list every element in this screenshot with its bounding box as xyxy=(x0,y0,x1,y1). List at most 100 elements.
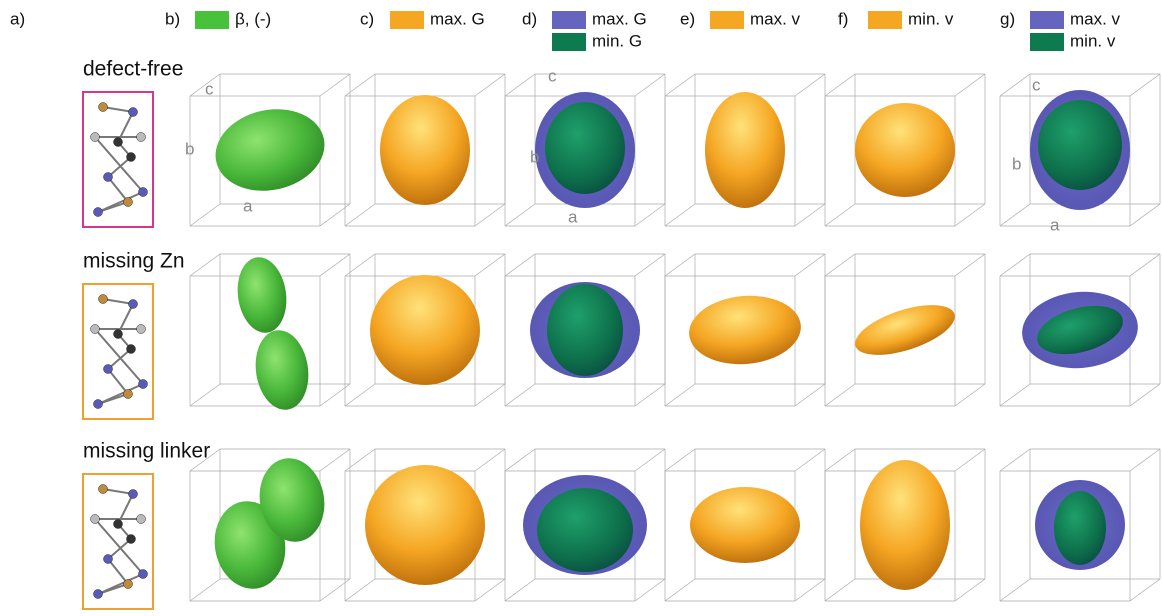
atom xyxy=(113,137,123,147)
legend-label: max. G xyxy=(592,9,647,28)
axis-label: c xyxy=(205,79,214,98)
legend-swatch xyxy=(552,11,586,29)
cube-edge xyxy=(319,253,351,277)
atom xyxy=(98,484,108,494)
legend-swatch xyxy=(1030,33,1064,51)
structure-frame xyxy=(82,473,154,610)
cube-edge xyxy=(999,448,1031,472)
axis-label: b xyxy=(530,147,539,166)
legend-swatch xyxy=(868,11,902,29)
bond xyxy=(107,176,129,203)
cube-edge xyxy=(664,253,696,277)
cube-edge xyxy=(664,73,696,97)
cube-edge xyxy=(824,448,856,472)
cube-edge xyxy=(189,448,221,472)
bond xyxy=(102,106,134,113)
surface xyxy=(689,295,801,365)
cube-edge xyxy=(954,203,986,227)
bond xyxy=(107,156,132,178)
cube-edge xyxy=(1129,383,1161,407)
cube-edge xyxy=(664,203,696,227)
legend-label: max. v xyxy=(750,9,801,28)
bond xyxy=(107,348,132,370)
legend-swatch xyxy=(390,11,424,29)
cube-edge xyxy=(504,253,536,277)
cube-edge xyxy=(999,253,1031,277)
legend-label: min. v xyxy=(908,9,954,28)
axis-label: b xyxy=(185,139,194,158)
surface xyxy=(1054,491,1106,565)
cube-edge xyxy=(954,253,986,277)
cube-edge xyxy=(474,448,506,472)
legend-label: min. G xyxy=(592,31,642,50)
cube-edge xyxy=(794,383,826,407)
atom xyxy=(113,329,123,339)
cube-edge xyxy=(1129,203,1161,227)
legend-swatch xyxy=(195,11,229,29)
bond xyxy=(97,573,144,595)
atom xyxy=(103,554,113,564)
cube-edge xyxy=(824,203,856,227)
cube-edge xyxy=(189,253,221,277)
cube-edge xyxy=(999,73,1031,97)
atom xyxy=(138,569,148,579)
bond xyxy=(107,538,132,560)
cube-edge xyxy=(474,73,506,97)
cube-edge xyxy=(1129,448,1161,472)
cube-edge xyxy=(634,253,666,277)
bond xyxy=(94,136,144,193)
cube-edge xyxy=(189,383,221,407)
cube-edge xyxy=(344,578,376,602)
cube-edge xyxy=(344,253,376,277)
cube-edge xyxy=(1129,253,1161,277)
surface xyxy=(255,330,309,410)
cube-edge xyxy=(794,578,826,602)
cube-edge xyxy=(344,73,376,97)
cube-edge xyxy=(504,73,536,97)
figure-content: a) b) β, (-) c) max. G d) max. G min. G e) max. v… xyxy=(10,9,1161,610)
bond xyxy=(107,368,129,395)
panel-label: c) xyxy=(360,9,374,28)
cube-edge xyxy=(344,448,376,472)
atom xyxy=(126,534,136,544)
cube-edge xyxy=(954,578,986,602)
surface xyxy=(365,465,485,585)
cube-edge xyxy=(664,448,696,472)
atom xyxy=(136,132,146,142)
cube-edge xyxy=(319,383,351,407)
atom xyxy=(136,514,146,524)
cube-edge xyxy=(319,448,351,472)
cube-edge xyxy=(794,253,826,277)
axis-label: c xyxy=(548,66,557,85)
cube-edge xyxy=(474,203,506,227)
cube-edge xyxy=(664,383,696,407)
cube-edge xyxy=(824,73,856,97)
bond xyxy=(102,298,134,305)
legend-label: max. v xyxy=(1070,9,1121,28)
atom xyxy=(113,519,123,529)
surface xyxy=(259,458,325,542)
bond xyxy=(107,558,129,585)
cube-edge xyxy=(999,383,1031,407)
surface xyxy=(370,275,480,385)
axis-label: b xyxy=(1012,154,1021,173)
cube-edge xyxy=(344,383,376,407)
legend-label: β, (-) xyxy=(235,9,271,28)
cube-edge xyxy=(474,383,506,407)
panel-label: a) xyxy=(10,9,25,28)
atom xyxy=(98,102,108,112)
legend-label: max. G xyxy=(430,9,485,28)
cube-edge xyxy=(474,253,506,277)
atom xyxy=(123,389,133,399)
atom xyxy=(93,589,103,599)
cube-edge xyxy=(634,448,666,472)
axis-label: c xyxy=(1032,75,1041,94)
atom xyxy=(126,344,136,354)
structure-frame xyxy=(82,283,154,420)
cube-edge xyxy=(474,578,506,602)
cube-edge xyxy=(634,578,666,602)
surface xyxy=(547,284,623,376)
cube-edge xyxy=(634,383,666,407)
panel-label: f) xyxy=(838,9,848,28)
